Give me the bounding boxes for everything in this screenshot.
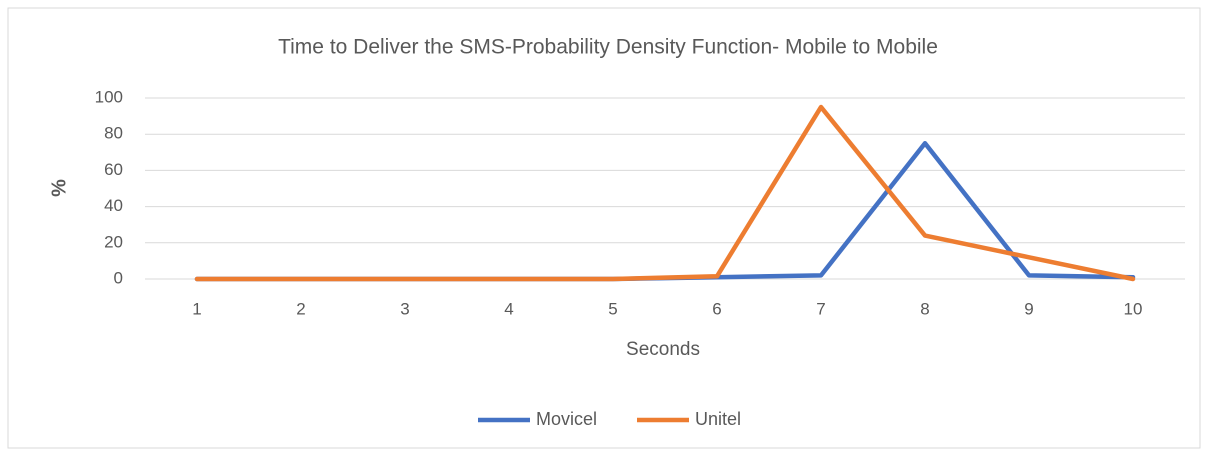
x-tick-label: 8 xyxy=(920,299,929,318)
x-tick-label: 7 xyxy=(816,299,825,318)
x-tick-label: 10 xyxy=(1124,299,1143,318)
x-tick-label: 4 xyxy=(504,299,513,318)
y-tick-label: 60 xyxy=(104,160,123,179)
chart-title: Time to Deliver the SMS-Probability Dens… xyxy=(278,36,938,59)
x-tick-label: 2 xyxy=(296,299,305,318)
legend-label: Movicel xyxy=(536,409,597,429)
x-tick-label: 9 xyxy=(1024,299,1033,318)
legend-label: Unitel xyxy=(695,409,741,429)
y-tick-label: 0 xyxy=(114,268,123,287)
chart-border xyxy=(7,7,1201,449)
y-axis-label: % xyxy=(48,179,70,197)
x-tick-label: 3 xyxy=(400,299,409,318)
x-tick-label: 5 xyxy=(608,299,617,318)
series-line xyxy=(194,104,1136,282)
x-tick-label: 6 xyxy=(712,299,721,318)
x-tick-label: 1 xyxy=(192,299,201,318)
y-tick-label: 40 xyxy=(104,196,123,215)
y-tick-label: 100 xyxy=(95,87,123,106)
y-tick-label: 20 xyxy=(104,232,123,251)
y-tick-label: 80 xyxy=(104,124,123,143)
x-axis-label: Seconds xyxy=(626,339,700,360)
